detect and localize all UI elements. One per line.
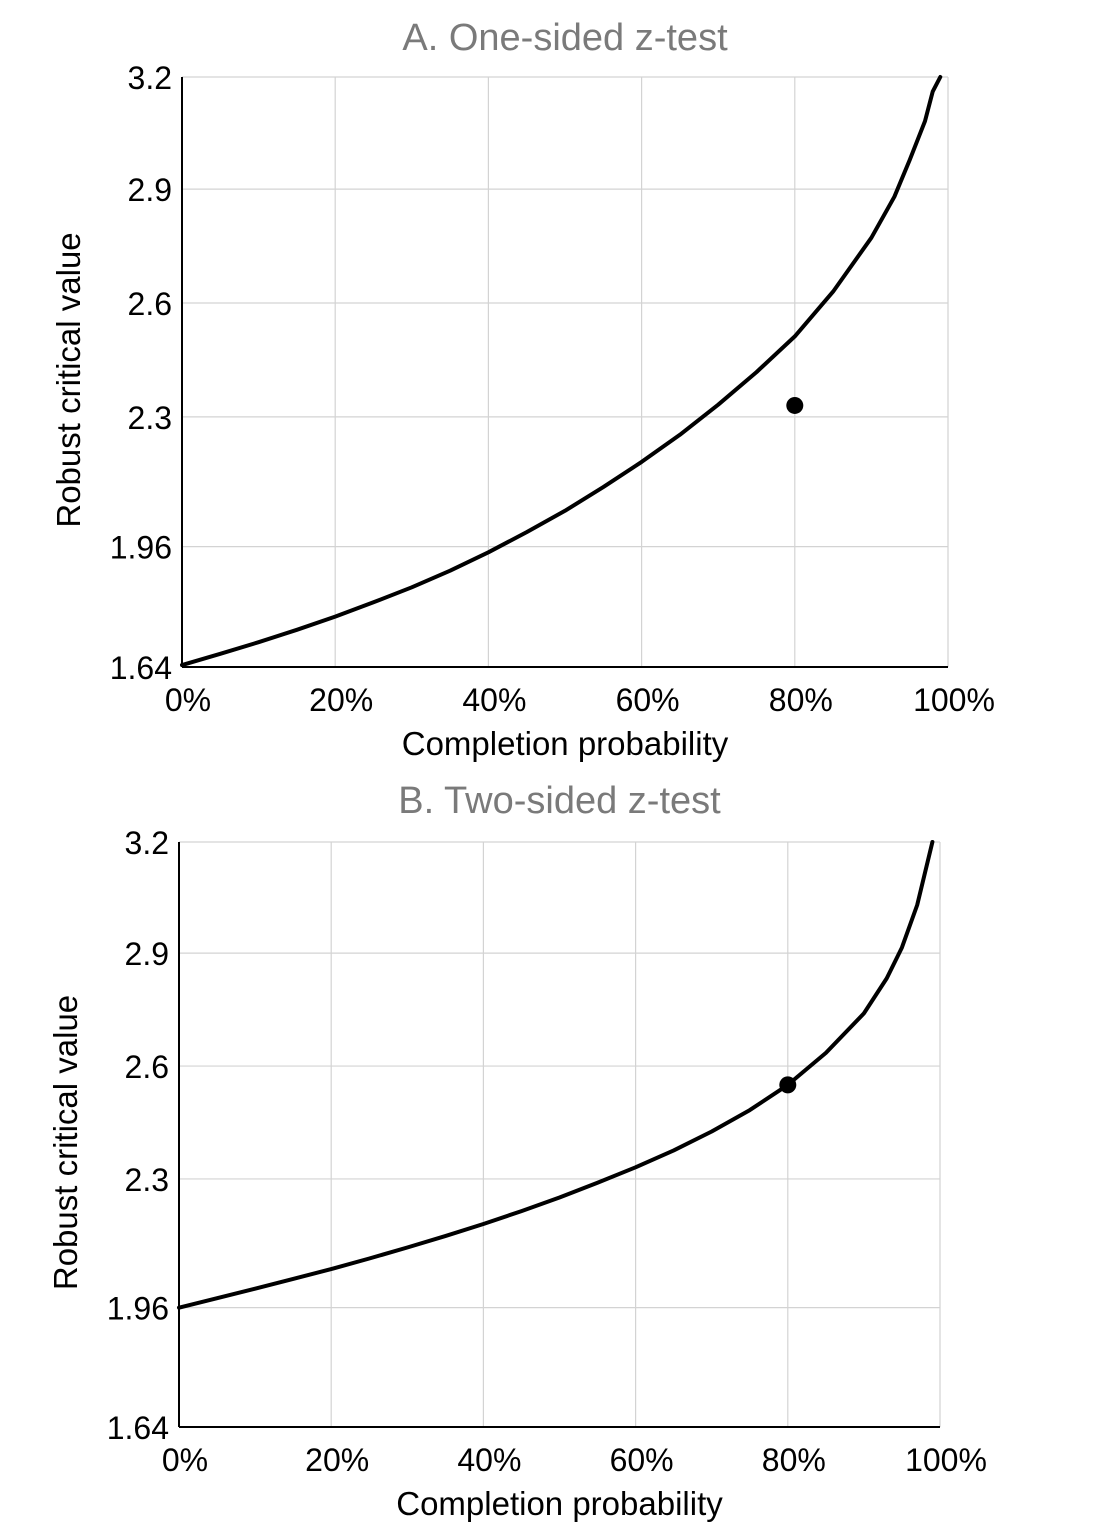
x-tick-label: 20%: [305, 1442, 369, 1478]
x-axis-label: Completion probability: [396, 1485, 723, 1522]
x-tick-label: 20%: [309, 682, 373, 718]
x-tick-label: 0%: [162, 1442, 208, 1478]
y-tick-label: 2.6: [125, 1049, 169, 1085]
chart-panel-a: A. One-sided z-test 0% 20% 40% 60% 80% 100% 1.6…: [50, 17, 995, 762]
y-tick-label: 2.3: [125, 1162, 169, 1198]
highlight-point-marker: [786, 396, 804, 414]
x-tick-label: 80%: [769, 682, 833, 718]
x-tick-label: 0%: [165, 682, 211, 718]
chart-title: B. Two-sided z-test: [398, 780, 721, 822]
y-tick-label: 1.64: [107, 1410, 169, 1446]
x-tick-label: 40%: [457, 1442, 521, 1478]
y-axis-label: Robust critical value: [50, 232, 87, 527]
x-tick-label: 100%: [913, 682, 995, 718]
x-tick-label: 60%: [610, 1442, 674, 1478]
y-tick-label: 2.9: [128, 172, 172, 208]
x-tick-label: 80%: [762, 1442, 826, 1478]
chart-panel-b: B. Two-sided z-test 0% 20% 40% 60% 80% 100% 1.6…: [47, 780, 987, 1522]
y-tick-label: 1.64: [110, 650, 172, 686]
x-tick-label: 60%: [616, 682, 680, 718]
x-axis-label: Completion probability: [402, 725, 729, 762]
x-tick-label: 40%: [462, 682, 526, 718]
y-tick-label: 1.96: [110, 530, 172, 566]
y-tick-label: 1.96: [107, 1291, 169, 1327]
critical-value-curve: [180, 75, 943, 668]
critical-value-curve: [177, 840, 935, 1310]
chart-title: A. One-sided z-test: [402, 17, 728, 59]
y-tick-label: 3.2: [128, 60, 172, 96]
y-tick-label: 2.9: [125, 936, 169, 972]
y-tick-label: 3.2: [125, 825, 169, 861]
y-axis-label: Robust critical value: [47, 995, 84, 1290]
x-tick-label: 100%: [905, 1442, 987, 1478]
highlight-point-marker: [779, 1076, 797, 1094]
y-tick-label: 2.3: [128, 400, 172, 436]
y-tick-label: 2.6: [128, 286, 172, 322]
